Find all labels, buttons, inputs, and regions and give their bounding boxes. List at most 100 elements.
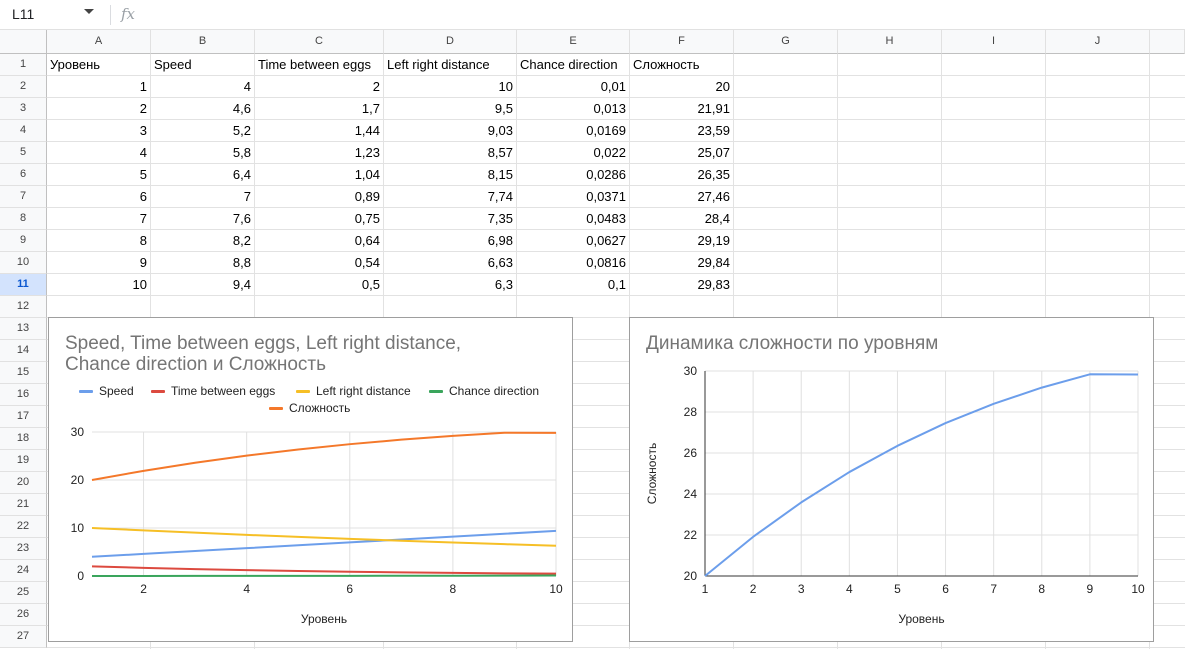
data-cell[interactable]: 0,89: [354, 189, 380, 204]
data-cell[interactable]: 4,6: [232, 101, 251, 116]
column-header-F[interactable]: F: [630, 30, 734, 54]
combined-line-chart[interactable]: Speed, Time between eggs, Left right dis…: [48, 317, 573, 642]
data-cell[interactable]: 3: [139, 123, 147, 138]
column-header-D[interactable]: D: [384, 30, 517, 54]
data-cell[interactable]: 7: [139, 211, 147, 226]
row-header-2[interactable]: 2: [0, 76, 47, 98]
data-cell[interactable]: 23,59: [697, 123, 730, 138]
data-cell[interactable]: 7,6: [232, 211, 251, 226]
data-cell[interactable]: 0,0286: [586, 167, 626, 182]
column-header-B[interactable]: B: [151, 30, 255, 54]
row-header-25[interactable]: 25: [0, 582, 47, 604]
row-header-6[interactable]: 6: [0, 164, 47, 186]
data-cell[interactable]: 0,1: [607, 277, 626, 292]
data-cell[interactable]: 8: [139, 233, 147, 248]
data-cell[interactable]: 0,0483: [586, 211, 626, 226]
data-cell[interactable]: 0,0169: [586, 123, 626, 138]
data-cell[interactable]: 21,91: [697, 101, 730, 116]
data-cell[interactable]: 20: [715, 79, 730, 94]
row-header-26[interactable]: 26: [0, 604, 47, 626]
legend-item[interactable]: Left right distance: [296, 384, 411, 398]
row-header-17[interactable]: 17: [0, 406, 47, 428]
data-cell[interactable]: 8,8: [232, 255, 251, 270]
data-cell[interactable]: 9,5: [494, 101, 513, 116]
data-cell[interactable]: 0,01: [600, 79, 626, 94]
data-cell[interactable]: 27,46: [697, 189, 730, 204]
data-cell[interactable]: 1,04: [354, 167, 380, 182]
row-header-21[interactable]: 21: [0, 494, 47, 516]
data-cell[interactable]: 4: [243, 79, 251, 94]
data-cell[interactable]: 28,4: [704, 211, 730, 226]
row-header-16[interactable]: 16: [0, 384, 47, 406]
row-header-3[interactable]: 3: [0, 98, 47, 120]
data-cell[interactable]: 1,44: [354, 123, 380, 138]
data-cell[interactable]: 2: [372, 79, 380, 94]
row-header-18[interactable]: 18: [0, 428, 47, 450]
data-cell[interactable]: 10: [132, 277, 147, 292]
data-cell[interactable]: 7,74: [487, 189, 513, 204]
legend-item[interactable]: Сложность: [269, 401, 350, 415]
data-cell[interactable]: 7,35: [487, 211, 513, 226]
data-cell[interactable]: 0,022: [593, 145, 626, 160]
data-cell[interactable]: 29,83: [697, 277, 730, 292]
column-header-I[interactable]: I: [942, 30, 1046, 54]
row-header-12[interactable]: 12: [0, 296, 47, 318]
legend-item[interactable]: Time between eggs: [151, 384, 275, 398]
column-header-J[interactable]: J: [1046, 30, 1150, 54]
column-header-E[interactable]: E: [517, 30, 630, 54]
data-cell[interactable]: 8,57: [487, 145, 513, 160]
data-cell[interactable]: 8,2: [232, 233, 251, 248]
data-cell[interactable]: 9: [139, 255, 147, 270]
column-header-A[interactable]: A: [47, 30, 151, 54]
header-cell[interactable]: Time between eggs: [258, 57, 371, 72]
data-cell[interactable]: 5,2: [232, 123, 251, 138]
row-header-23[interactable]: 23: [0, 538, 47, 560]
row-header-8[interactable]: 8: [0, 208, 47, 230]
column-header-C[interactable]: C: [255, 30, 384, 54]
column-header-G[interactable]: G: [734, 30, 838, 54]
row-header-22[interactable]: 22: [0, 516, 47, 538]
row-header-11[interactable]: 11: [0, 274, 47, 296]
row-header-14[interactable]: 14: [0, 340, 47, 362]
data-cell[interactable]: 26,35: [697, 167, 730, 182]
data-cell[interactable]: 0,0371: [586, 189, 626, 204]
row-header-24[interactable]: 24: [0, 560, 47, 582]
row-header-4[interactable]: 4: [0, 120, 47, 142]
name-box[interactable]: L11: [12, 6, 35, 22]
row-header-5[interactable]: 5: [0, 142, 47, 164]
header-cell[interactable]: Left right distance: [387, 57, 490, 72]
data-cell[interactable]: 0,5: [361, 277, 380, 292]
row-header-7[interactable]: 7: [0, 186, 47, 208]
row-header-15[interactable]: 15: [0, 362, 47, 384]
row-header-13[interactable]: 13: [0, 318, 47, 340]
data-cell[interactable]: 0,54: [354, 255, 380, 270]
row-header-19[interactable]: 19: [0, 450, 47, 472]
row-header-20[interactable]: 20: [0, 472, 47, 494]
header-cell[interactable]: Сложность: [633, 57, 700, 72]
data-cell[interactable]: 4: [139, 145, 147, 160]
data-cell[interactable]: 10: [498, 79, 513, 94]
data-cell[interactable]: 29,19: [697, 233, 730, 248]
data-cell[interactable]: 6,4: [232, 167, 251, 182]
cell-grid[interactable]: Уровень Speed Time between eggs Left right …: [47, 54, 1185, 649]
data-cell[interactable]: 6,3: [494, 277, 513, 292]
row-header-10[interactable]: 10: [0, 252, 47, 274]
legend-item[interactable]: Speed: [79, 384, 134, 398]
data-cell[interactable]: 1: [139, 79, 147, 94]
column-header-H[interactable]: H: [838, 30, 942, 54]
column-header-partial[interactable]: [1150, 30, 1185, 54]
select-all-corner[interactable]: [0, 30, 47, 54]
row-header-27[interactable]: 27: [0, 626, 47, 648]
legend-item[interactable]: Chance direction: [429, 384, 539, 398]
header-cell[interactable]: Speed: [154, 57, 192, 72]
data-cell[interactable]: 6: [139, 189, 147, 204]
data-cell[interactable]: 0,75: [354, 211, 380, 226]
header-cell[interactable]: Уровень: [50, 57, 101, 72]
data-cell[interactable]: 29,84: [697, 255, 730, 270]
name-box-dropdown-icon[interactable]: [84, 9, 94, 14]
data-cell[interactable]: 6,63: [487, 255, 513, 270]
data-cell[interactable]: 1,23: [354, 145, 380, 160]
data-cell[interactable]: 0,0816: [586, 255, 626, 270]
data-cell[interactable]: 0,013: [593, 101, 626, 116]
